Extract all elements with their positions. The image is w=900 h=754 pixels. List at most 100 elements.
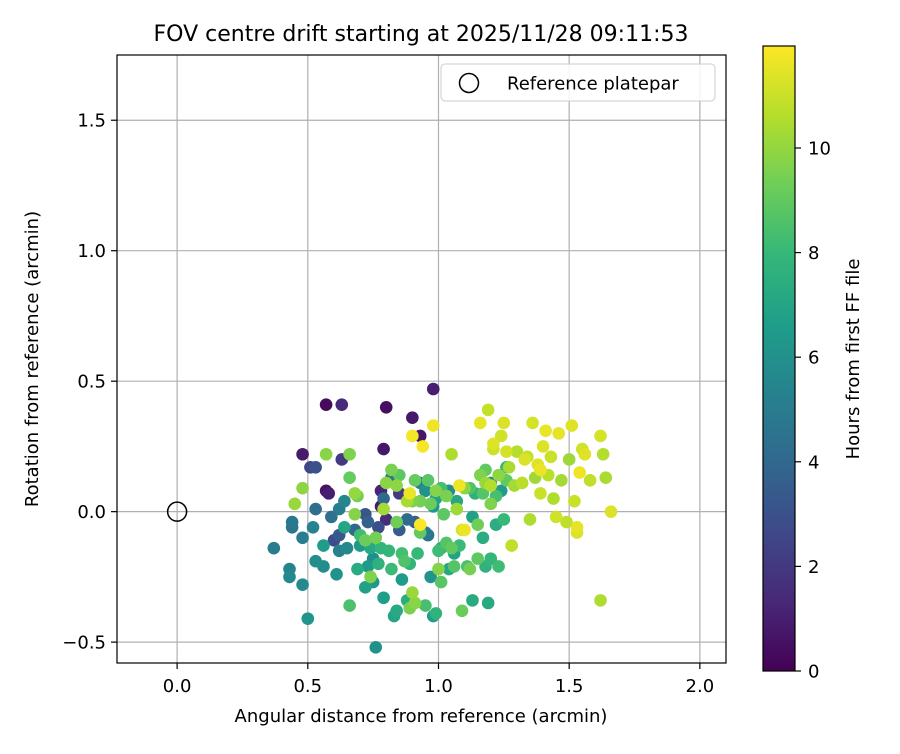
grid — [117, 55, 726, 663]
data-point — [445, 447, 458, 461]
data-point — [408, 474, 422, 487]
data-point — [309, 554, 322, 568]
y-tick-label: 0.0 — [77, 502, 106, 523]
data-point — [377, 591, 390, 605]
data-point — [343, 471, 356, 485]
data-point — [476, 487, 490, 500]
data-point — [343, 599, 356, 612]
data-point — [338, 521, 351, 534]
data-point — [348, 487, 362, 500]
x-axis-ticks: 0.0 0.5 1.0 1.5 2.0 — [163, 663, 714, 697]
data-point — [283, 570, 296, 584]
data-point — [570, 521, 584, 534]
data-point — [285, 515, 299, 529]
data-point — [539, 424, 552, 438]
data-point — [453, 479, 466, 492]
data-point — [340, 541, 354, 555]
data-point — [398, 554, 411, 568]
data-point — [518, 453, 532, 466]
data-point — [424, 497, 437, 511]
data-point — [296, 531, 309, 545]
y-axis-ticks: −0.5 0.0 0.5 1.0 1.5 — [62, 111, 117, 654]
data-point — [296, 481, 309, 495]
data-point — [573, 466, 586, 479]
data-point — [325, 510, 338, 524]
data-point — [463, 562, 477, 576]
data-point — [408, 596, 422, 610]
data-point — [426, 419, 440, 432]
data-point — [515, 476, 529, 490]
data-point — [330, 567, 343, 581]
data-point — [395, 573, 409, 586]
data-point — [555, 474, 568, 487]
x-tick-label: 0.0 — [163, 676, 192, 697]
data-point — [455, 604, 469, 618]
scatter-points — [166, 382, 618, 654]
data-point — [497, 513, 511, 526]
colorbar-tick-label: 8 — [808, 243, 819, 264]
data-point — [476, 531, 490, 545]
data-point — [594, 429, 607, 443]
data-point — [494, 429, 508, 443]
data-point — [419, 484, 432, 498]
data-point — [534, 487, 547, 500]
data-point — [309, 502, 322, 516]
data-point — [560, 515, 573, 529]
colorbar-ticks: 0 2 4 6 8 10 — [795, 138, 831, 683]
legend-marker-reference — [458, 72, 480, 94]
data-point — [372, 557, 385, 571]
data-point — [317, 539, 330, 552]
data-point — [385, 562, 398, 576]
data-point — [379, 476, 393, 490]
data-point — [296, 578, 309, 592]
data-point — [434, 575, 448, 589]
colorbar-tick-label: 4 — [808, 452, 819, 473]
data-point — [484, 479, 498, 492]
data-point — [413, 518, 427, 531]
data-point — [432, 562, 445, 576]
data-point — [306, 521, 320, 534]
data-point — [361, 560, 375, 573]
data-point — [481, 403, 495, 417]
data-point — [385, 463, 398, 477]
data-point — [534, 463, 547, 477]
data-point — [351, 562, 364, 576]
colorbar-label: Hours from first FF file — [843, 259, 864, 460]
data-point — [429, 607, 443, 620]
data-point — [411, 547, 424, 560]
data-point — [568, 494, 581, 508]
data-point — [288, 497, 302, 511]
data-point — [338, 494, 351, 508]
data-point — [547, 492, 560, 505]
data-point — [419, 599, 432, 612]
data-point — [492, 468, 505, 482]
data-point — [544, 450, 558, 464]
data-point — [565, 419, 579, 432]
data-point — [447, 560, 461, 573]
data-point — [549, 510, 563, 524]
colorbar-tick-label: 0 — [808, 662, 819, 683]
data-point — [421, 474, 435, 487]
data-point — [583, 474, 597, 487]
data-point — [492, 560, 505, 573]
data-point — [510, 445, 524, 458]
data-point — [335, 398, 349, 411]
data-point — [361, 515, 375, 529]
data-point — [359, 581, 372, 594]
colorbar-tick-label: 6 — [808, 348, 819, 369]
data-point — [400, 513, 414, 526]
data-point — [377, 442, 390, 456]
data-point — [379, 400, 393, 414]
y-tick-label: 1.5 — [77, 111, 106, 132]
colorbar-gradient — [763, 46, 795, 671]
data-point — [596, 447, 610, 461]
plot-frame — [116, 54, 727, 664]
data-point — [406, 586, 419, 599]
legend-label-reference: Reference platepar — [507, 74, 679, 95]
data-point — [343, 447, 356, 461]
data-point — [502, 460, 516, 474]
data-point — [562, 453, 576, 466]
data-point — [369, 641, 383, 654]
